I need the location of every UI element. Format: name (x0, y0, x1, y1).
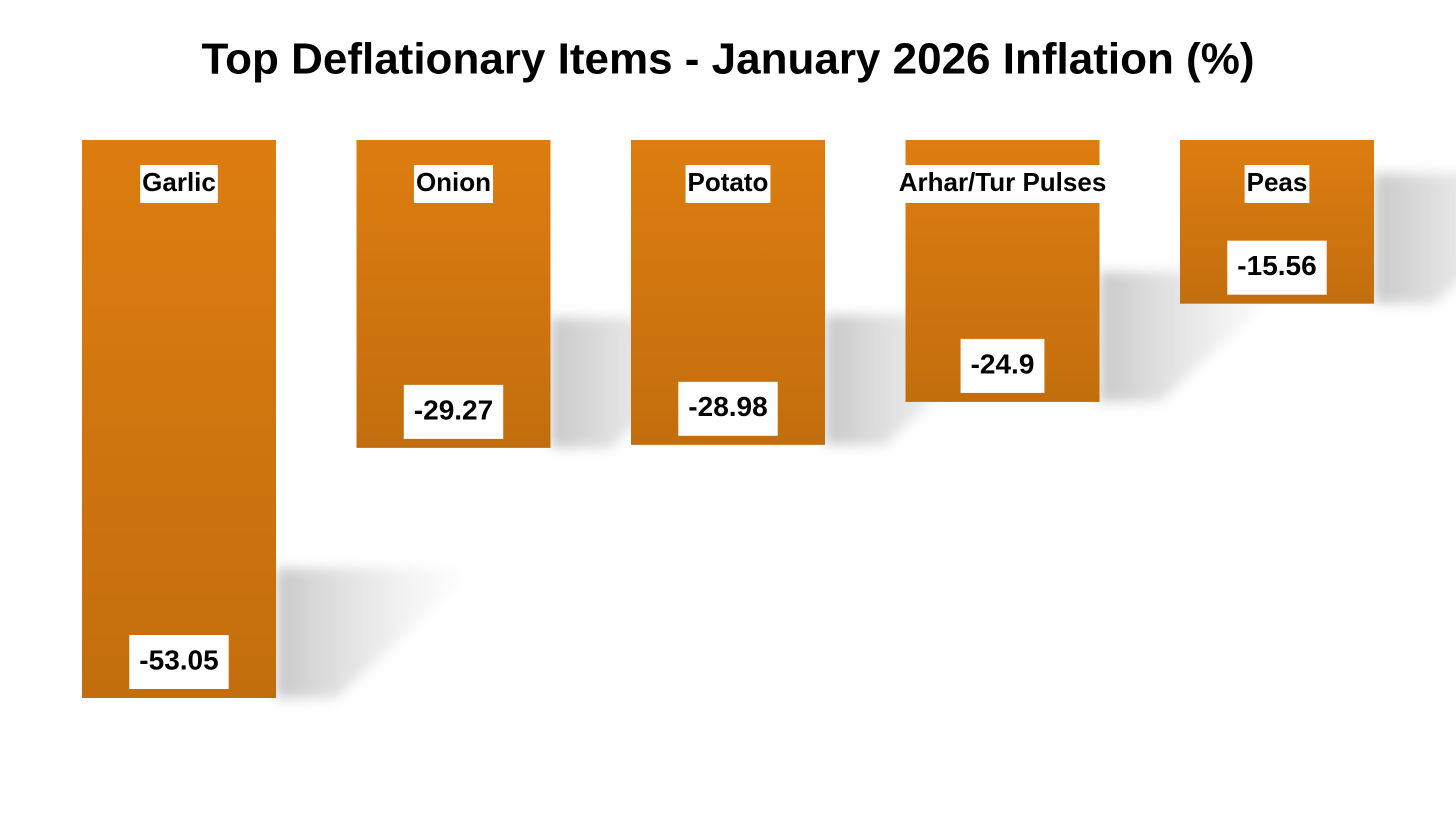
bar-shadow (1099, 271, 1300, 402)
category-label-box (1244, 165, 1310, 203)
value-label-box (1227, 240, 1327, 295)
bar-shade (82, 140, 276, 698)
bar-shadow (276, 568, 476, 698)
category-label: Arhar/Tur Pulses (899, 167, 1107, 197)
category-label: Peas (1247, 167, 1308, 197)
value-label: -53.05 (139, 644, 218, 675)
chart-title: Top Deflationary Items - January 2026 In… (202, 35, 1255, 84)
value-label-box (678, 381, 778, 436)
value-label: -24.9 (971, 348, 1035, 379)
category-label-box (896, 165, 1109, 203)
value-label-box (960, 338, 1045, 393)
bars (82, 140, 1374, 698)
value-label: -29.27 (414, 394, 493, 425)
labels: Garlic -53.05 Onion -29.27 Potato -28.98 Arhar… (129, 165, 1327, 689)
value-label: -15.56 (1237, 250, 1316, 281)
value-label-box (403, 384, 504, 439)
category-label-box (140, 165, 218, 203)
category-label-box (685, 165, 771, 203)
category-label: Onion (416, 167, 491, 197)
value-label-box (129, 635, 229, 689)
bar-shadow (1374, 173, 1456, 304)
category-label: Garlic (142, 167, 216, 197)
category-label: Potato (688, 167, 769, 197)
category-label-box (413, 165, 494, 203)
value-label: -28.98 (688, 391, 767, 422)
